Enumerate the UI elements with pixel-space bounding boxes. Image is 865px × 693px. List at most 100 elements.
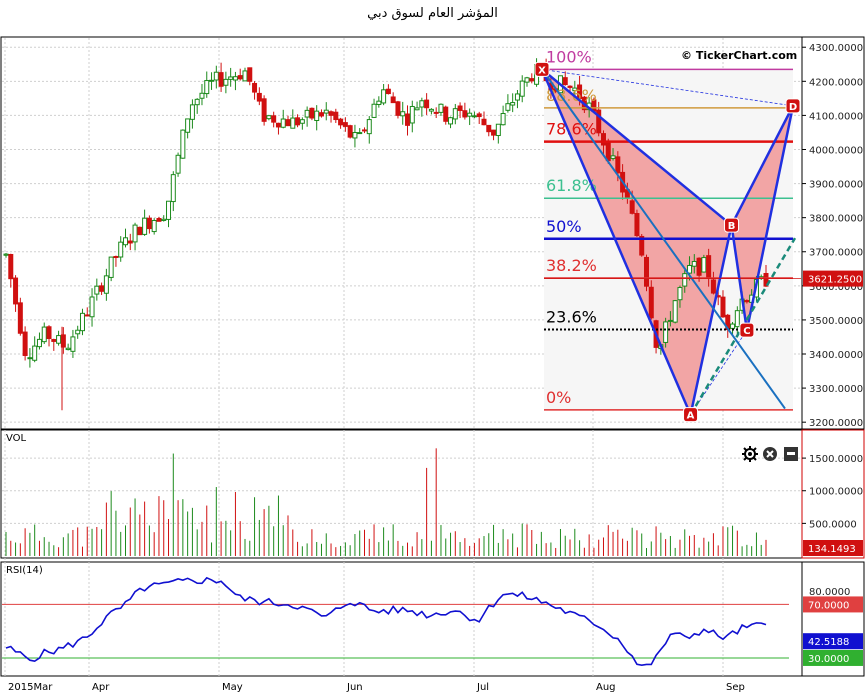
- candle-body[interactable]: [510, 102, 516, 106]
- minimize-icon[interactable]: [784, 447, 798, 461]
- pattern-point-c[interactable]: C: [739, 322, 755, 338]
- candle-body[interactable]: [486, 124, 492, 133]
- candle-body[interactable]: [65, 347, 71, 351]
- candle-body[interactable]: [60, 334, 66, 348]
- candle-body[interactable]: [232, 76, 238, 81]
- candle-body[interactable]: [696, 257, 702, 276]
- candle-body[interactable]: [41, 326, 47, 343]
- candle-body[interactable]: [3, 253, 9, 256]
- candle-body[interactable]: [763, 272, 769, 287]
- candle-body[interactable]: [357, 132, 363, 135]
- candle-body[interactable]: [648, 286, 654, 319]
- candle-body[interactable]: [137, 226, 143, 236]
- candle-body[interactable]: [720, 296, 726, 318]
- candle-body[interactable]: [261, 98, 267, 122]
- candle-body[interactable]: [615, 156, 621, 174]
- candle-body[interactable]: [309, 107, 315, 119]
- candle-body[interactable]: [682, 273, 688, 287]
- candle-body[interactable]: [596, 109, 602, 134]
- candle-body[interactable]: [213, 71, 219, 81]
- candle-body[interactable]: [17, 302, 23, 334]
- candle-body[interactable]: [271, 115, 277, 123]
- candle-body[interactable]: [266, 115, 272, 120]
- candle-body[interactable]: [338, 118, 344, 126]
- candle-body[interactable]: [629, 200, 635, 214]
- candle-body[interactable]: [237, 75, 243, 80]
- candle-body[interactable]: [99, 285, 105, 292]
- candle-body[interactable]: [46, 326, 52, 340]
- candle-body[interactable]: [390, 96, 396, 104]
- candle-body[interactable]: [32, 345, 38, 361]
- candle-body[interactable]: [414, 107, 420, 111]
- candle-body[interactable]: [108, 256, 114, 278]
- candle-body[interactable]: [275, 122, 281, 128]
- candle-body[interactable]: [524, 77, 530, 83]
- rsi-panel[interactable]: [0, 561, 803, 677]
- candle-body[interactable]: [56, 335, 62, 344]
- candle-body[interactable]: [156, 218, 162, 222]
- candle-body[interactable]: [491, 129, 497, 136]
- candle-body[interactable]: [572, 87, 578, 92]
- candle-body[interactable]: [132, 224, 138, 243]
- close-icon[interactable]: [763, 447, 777, 461]
- candle-body[interactable]: [94, 285, 100, 295]
- candle-body[interactable]: [79, 312, 85, 332]
- pattern-bd[interactable]: [730, 105, 795, 226]
- candle-body[interactable]: [677, 287, 683, 301]
- candle-body[interactable]: [166, 200, 172, 220]
- candle-body[interactable]: [644, 256, 650, 287]
- candle-body[interactable]: [567, 85, 573, 88]
- candle-body[interactable]: [424, 99, 430, 109]
- candle-body[interactable]: [75, 329, 81, 335]
- candle-body[interactable]: [610, 155, 616, 159]
- candle-body[interactable]: [151, 220, 157, 233]
- candle-body[interactable]: [710, 279, 716, 294]
- candle-body[interactable]: [280, 118, 286, 128]
- candle-body[interactable]: [142, 217, 148, 235]
- candle-body[interactable]: [667, 319, 673, 322]
- candle-body[interactable]: [443, 106, 449, 122]
- candle-body[interactable]: [113, 256, 119, 259]
- candle-body[interactable]: [189, 104, 195, 120]
- candle-body[interactable]: [505, 103, 511, 111]
- pattern-xb[interactable]: [541, 68, 733, 227]
- candle-body[interactable]: [199, 92, 205, 99]
- candle-body[interactable]: [400, 111, 406, 117]
- candle-body[interactable]: [706, 255, 712, 278]
- candle-body[interactable]: [242, 70, 248, 82]
- candle-body[interactable]: [36, 338, 42, 348]
- candle-body[interactable]: [328, 111, 334, 116]
- candle-body[interactable]: [146, 217, 152, 230]
- candle-body[interactable]: [70, 336, 76, 352]
- candle-body[interactable]: [730, 323, 736, 329]
- candle-body[interactable]: [376, 100, 382, 106]
- candle-body[interactable]: [228, 76, 234, 80]
- candle-body[interactable]: [161, 218, 167, 221]
- candle-body[interactable]: [448, 117, 454, 125]
- candle-body[interactable]: [471, 115, 477, 118]
- candle-body[interactable]: [342, 122, 348, 127]
- candle-body[interactable]: [127, 240, 133, 244]
- candle-body[interactable]: [672, 300, 678, 323]
- candle-body[interactable]: [514, 93, 520, 101]
- candle-body[interactable]: [701, 257, 707, 273]
- candle-body[interactable]: [639, 235, 645, 256]
- pattern-leg[interactable]: [689, 224, 733, 415]
- candle-body[interactable]: [366, 119, 372, 135]
- candle-body[interactable]: [122, 237, 128, 246]
- candle-body[interactable]: [252, 82, 258, 93]
- candle-body[interactable]: [663, 321, 669, 343]
- candle-body[interactable]: [170, 174, 176, 203]
- candle-body[interactable]: [371, 103, 377, 118]
- pattern-point-d[interactable]: D: [785, 98, 801, 114]
- candle-body[interactable]: [476, 113, 482, 118]
- candle-body[interactable]: [27, 357, 33, 360]
- candle-body[interactable]: [361, 129, 367, 132]
- candle-body[interactable]: [385, 88, 391, 95]
- candle-body[interactable]: [381, 89, 387, 104]
- candle-body[interactable]: [467, 112, 473, 117]
- candle-body[interactable]: [247, 67, 253, 82]
- candle-body[interactable]: [175, 154, 181, 174]
- candle-body[interactable]: [118, 241, 124, 258]
